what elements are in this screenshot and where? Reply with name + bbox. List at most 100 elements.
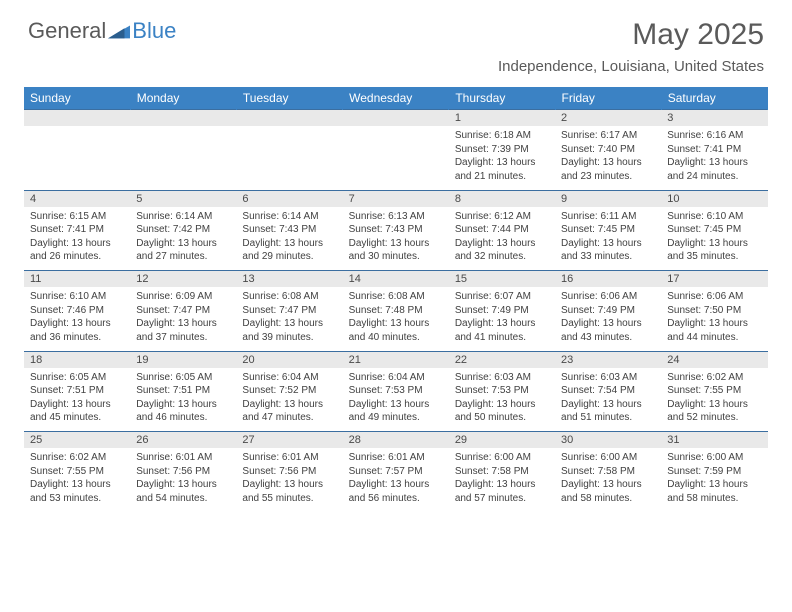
daylight-line: Daylight: 13 hours and 23 minutes. bbox=[561, 156, 655, 183]
sunrise-line: Sunrise: 6:02 AM bbox=[30, 451, 124, 465]
day-number-cell bbox=[236, 110, 342, 127]
day-detail-cell: Sunrise: 6:06 AMSunset: 7:49 PMDaylight:… bbox=[555, 287, 661, 351]
sunrise-line: Sunrise: 6:02 AM bbox=[667, 371, 761, 385]
daylight-line: Daylight: 13 hours and 55 minutes. bbox=[242, 478, 336, 505]
day-number-cell: 14 bbox=[343, 271, 449, 288]
calendar-table: Sunday Monday Tuesday Wednesday Thursday… bbox=[24, 87, 768, 512]
day-detail-cell: Sunrise: 6:08 AMSunset: 7:47 PMDaylight:… bbox=[236, 287, 342, 351]
day-detail-cell: Sunrise: 6:03 AMSunset: 7:54 PMDaylight:… bbox=[555, 368, 661, 432]
sunset-line: Sunset: 7:50 PM bbox=[667, 304, 761, 318]
daylight-line: Daylight: 13 hours and 44 minutes. bbox=[667, 317, 761, 344]
sunset-line: Sunset: 7:45 PM bbox=[667, 223, 761, 237]
sunrise-line: Sunrise: 6:04 AM bbox=[242, 371, 336, 385]
daylight-line: Daylight: 13 hours and 27 minutes. bbox=[136, 237, 230, 264]
sunset-line: Sunset: 7:53 PM bbox=[455, 384, 549, 398]
daylight-line: Daylight: 13 hours and 58 minutes. bbox=[561, 478, 655, 505]
sunset-line: Sunset: 7:39 PM bbox=[455, 143, 549, 157]
sunset-line: Sunset: 7:57 PM bbox=[349, 465, 443, 479]
sunrise-line: Sunrise: 6:14 AM bbox=[242, 210, 336, 224]
sunrise-line: Sunrise: 6:08 AM bbox=[349, 290, 443, 304]
day-detail-cell: Sunrise: 6:06 AMSunset: 7:50 PMDaylight:… bbox=[661, 287, 767, 351]
sunset-line: Sunset: 7:58 PM bbox=[455, 465, 549, 479]
day-detail-cell bbox=[130, 126, 236, 190]
day-detail-cell: Sunrise: 6:01 AMSunset: 7:56 PMDaylight:… bbox=[130, 448, 236, 512]
brand-logo: General Blue bbox=[28, 18, 176, 44]
day-number-cell: 1 bbox=[449, 110, 555, 127]
sunset-line: Sunset: 7:59 PM bbox=[667, 465, 761, 479]
day-number-cell: 25 bbox=[24, 432, 130, 449]
day-number-cell: 8 bbox=[449, 190, 555, 207]
sunset-line: Sunset: 7:47 PM bbox=[136, 304, 230, 318]
daylight-line: Daylight: 13 hours and 24 minutes. bbox=[667, 156, 761, 183]
day-detail-cell: Sunrise: 6:16 AMSunset: 7:41 PMDaylight:… bbox=[661, 126, 767, 190]
sunset-line: Sunset: 7:56 PM bbox=[136, 465, 230, 479]
day-number-cell: 15 bbox=[449, 271, 555, 288]
daylight-line: Daylight: 13 hours and 43 minutes. bbox=[561, 317, 655, 344]
day-detail-cell: Sunrise: 6:14 AMSunset: 7:42 PMDaylight:… bbox=[130, 207, 236, 271]
sunrise-line: Sunrise: 6:06 AM bbox=[561, 290, 655, 304]
day-detail-cell: Sunrise: 6:01 AMSunset: 7:57 PMDaylight:… bbox=[343, 448, 449, 512]
day-number-cell: 29 bbox=[449, 432, 555, 449]
location-line: Independence, Louisiana, United States bbox=[498, 58, 764, 75]
sunrise-line: Sunrise: 6:05 AM bbox=[136, 371, 230, 385]
day-number-cell: 17 bbox=[661, 271, 767, 288]
weekday-header: Friday bbox=[555, 87, 661, 110]
daylight-line: Daylight: 13 hours and 35 minutes. bbox=[667, 237, 761, 264]
day-number-cell: 7 bbox=[343, 190, 449, 207]
day-detail-cell: Sunrise: 6:17 AMSunset: 7:40 PMDaylight:… bbox=[555, 126, 661, 190]
daylight-line: Daylight: 13 hours and 26 minutes. bbox=[30, 237, 124, 264]
detail-row: Sunrise: 6:02 AMSunset: 7:55 PM Daylight:… bbox=[24, 448, 768, 512]
sunrise-line: Sunrise: 6:10 AM bbox=[667, 210, 761, 224]
day-number-cell: 27 bbox=[236, 432, 342, 449]
day-number-cell: 16 bbox=[555, 271, 661, 288]
daylight-line: Daylight: 13 hours and 58 minutes. bbox=[667, 478, 761, 505]
daylight-line: Daylight: 13 hours and 36 minutes. bbox=[30, 317, 124, 344]
day-number-cell: 31 bbox=[661, 432, 767, 449]
day-detail-cell: Sunrise: 6:18 AMSunset: 7:39 PMDaylight:… bbox=[449, 126, 555, 190]
day-detail-cell: Sunrise: 6:03 AMSunset: 7:53 PMDaylight:… bbox=[449, 368, 555, 432]
sunrise-line: Sunrise: 6:05 AM bbox=[30, 371, 124, 385]
weekday-header: Sunday bbox=[24, 87, 130, 110]
day-number-cell: 26 bbox=[130, 432, 236, 449]
sunrise-line: Sunrise: 6:12 AM bbox=[455, 210, 549, 224]
sunrise-line: Sunrise: 6:01 AM bbox=[242, 451, 336, 465]
day-number-cell: 6 bbox=[236, 190, 342, 207]
sunset-line: Sunset: 7:55 PM bbox=[30, 465, 124, 479]
day-detail-cell: Sunrise: 6:11 AMSunset: 7:45 PMDaylight:… bbox=[555, 207, 661, 271]
detail-row: Sunrise: 6:15 AMSunset: 7:41 PMDaylight:… bbox=[24, 207, 768, 271]
day-number-cell: 21 bbox=[343, 351, 449, 368]
weekday-header: Tuesday bbox=[236, 87, 342, 110]
sunset-line: Sunset: 7:46 PM bbox=[30, 304, 124, 318]
day-number-cell: 28 bbox=[343, 432, 449, 449]
sunset-line: Sunset: 7:49 PM bbox=[455, 304, 549, 318]
sunset-line: Sunset: 7:55 PM bbox=[667, 384, 761, 398]
day-detail-cell: Sunrise: 6:00 AMSunset: 7:58 PMDaylight:… bbox=[555, 448, 661, 512]
day-number-cell: 2 bbox=[555, 110, 661, 127]
sunrise-line: Sunrise: 6:03 AM bbox=[455, 371, 549, 385]
sunset-line: Sunset: 7:56 PM bbox=[242, 465, 336, 479]
detail-row: Sunrise: 6:05 AMSunset: 7:51 PMDaylight:… bbox=[24, 368, 768, 432]
daylight-line: Daylight: 13 hours and 32 minutes. bbox=[455, 237, 549, 264]
day-detail-cell: Sunrise: 6:09 AMSunset: 7:47 PMDaylight:… bbox=[130, 287, 236, 351]
sunset-line: Sunset: 7:43 PM bbox=[349, 223, 443, 237]
day-detail-cell: Sunrise: 6:02 AMSunset: 7:55 PMDaylight:… bbox=[24, 448, 130, 512]
daylight-line: Daylight: 13 hours and 46 minutes. bbox=[136, 398, 230, 425]
day-detail-cell: Sunrise: 6:10 AMSunset: 7:45 PMDaylight:… bbox=[661, 207, 767, 271]
weekday-header: Wednesday bbox=[343, 87, 449, 110]
daylight-line: Daylight: 13 hours and 39 minutes. bbox=[242, 317, 336, 344]
sunrise-line: Sunrise: 6:01 AM bbox=[349, 451, 443, 465]
sunset-line: Sunset: 7:51 PM bbox=[136, 384, 230, 398]
day-number-cell: 10 bbox=[661, 190, 767, 207]
sunrise-line: Sunrise: 6:10 AM bbox=[30, 290, 124, 304]
daylight-line: Daylight: 13 hours and 30 minutes. bbox=[349, 237, 443, 264]
daylight-line: Daylight: 13 hours and 56 minutes. bbox=[349, 478, 443, 505]
sunset-line: Sunset: 7:40 PM bbox=[561, 143, 655, 157]
sunrise-line: Sunrise: 6:08 AM bbox=[242, 290, 336, 304]
day-detail-cell: Sunrise: 6:08 AMSunset: 7:48 PMDaylight:… bbox=[343, 287, 449, 351]
title-block: May 2025 Independence, Louisiana, United… bbox=[498, 18, 764, 75]
daylight-line: Daylight: 13 hours and 50 minutes. bbox=[455, 398, 549, 425]
sunrise-line: Sunrise: 6:09 AM bbox=[136, 290, 230, 304]
day-detail-cell: Sunrise: 6:00 AMSunset: 7:58 PMDaylight:… bbox=[449, 448, 555, 512]
day-detail-cell: Sunrise: 6:15 AMSunset: 7:41 PMDaylight:… bbox=[24, 207, 130, 271]
weekday-header: Thursday bbox=[449, 87, 555, 110]
